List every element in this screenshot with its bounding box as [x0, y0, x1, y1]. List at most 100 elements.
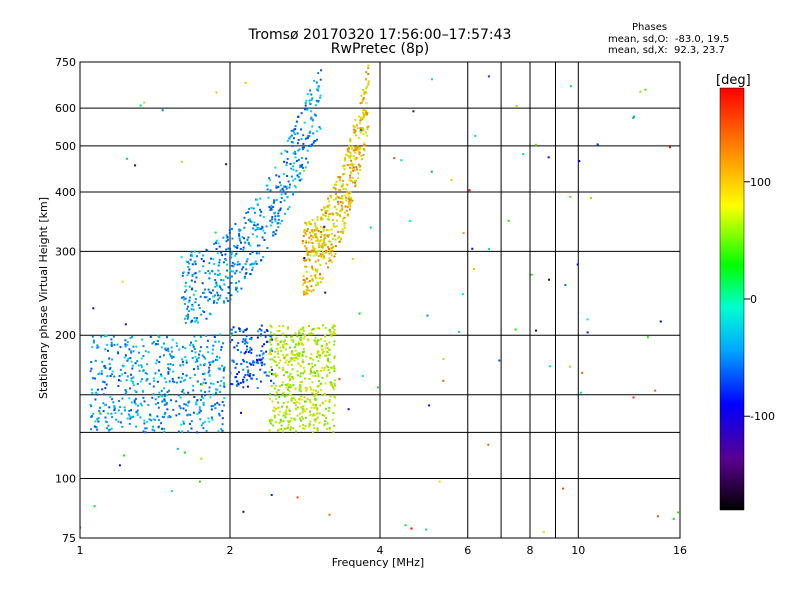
data-point — [358, 146, 361, 149]
data-point — [214, 272, 217, 275]
data-point — [346, 193, 349, 196]
data-point — [211, 418, 214, 421]
data-point — [111, 370, 114, 373]
data-point — [310, 116, 313, 119]
data-point — [271, 368, 273, 371]
data-point — [99, 412, 102, 415]
data-point — [218, 403, 221, 406]
data-point — [365, 113, 368, 116]
data-point — [256, 235, 259, 238]
data-point — [107, 429, 110, 432]
data-point — [234, 272, 237, 275]
data-point — [288, 361, 290, 363]
data-point — [265, 225, 268, 228]
data-point — [212, 382, 215, 385]
data-point — [189, 254, 192, 257]
data-point — [129, 337, 132, 340]
data-point — [290, 357, 293, 360]
data-point — [281, 353, 284, 356]
data-point — [200, 457, 203, 460]
data-point — [299, 365, 302, 368]
data-point — [260, 210, 263, 213]
data-point — [311, 231, 314, 234]
data-point — [124, 323, 127, 326]
data-point — [211, 352, 214, 355]
data-point — [284, 371, 287, 374]
data-point — [221, 423, 224, 426]
data-point — [301, 146, 304, 149]
data-point — [302, 282, 305, 285]
data-point — [234, 254, 237, 257]
data-point — [283, 411, 286, 414]
data-point — [302, 326, 305, 329]
data-point — [294, 418, 297, 421]
data-point — [317, 354, 320, 357]
data-point — [311, 250, 314, 253]
data-point — [142, 370, 145, 372]
data-point — [263, 331, 266, 334]
data-point — [320, 388, 323, 391]
data-point — [104, 367, 107, 369]
data-point — [339, 230, 342, 233]
data-point — [341, 201, 344, 204]
data-point — [212, 404, 215, 407]
data-point — [234, 376, 237, 379]
data-point — [311, 392, 314, 395]
data-point — [265, 340, 268, 343]
data-point — [314, 224, 317, 227]
data-point — [256, 244, 259, 247]
data-point — [315, 99, 318, 102]
data-point — [113, 407, 116, 410]
data-point — [243, 275, 246, 278]
data-point — [304, 221, 307, 224]
data-point — [127, 413, 130, 416]
data-point — [299, 375, 302, 378]
data-point — [240, 287, 243, 290]
data-point — [308, 145, 311, 147]
data-point — [321, 394, 324, 396]
data-point — [354, 151, 357, 154]
data-point — [352, 169, 355, 172]
data-point — [325, 364, 328, 367]
data-point — [92, 307, 95, 310]
data-point — [352, 155, 355, 157]
data-point — [327, 240, 330, 243]
data-point — [236, 373, 239, 376]
data-point — [324, 346, 327, 349]
data-point — [139, 402, 142, 405]
data-point — [324, 243, 327, 246]
data-point — [256, 228, 259, 231]
data-point — [249, 346, 252, 349]
data-point — [111, 358, 114, 361]
data-point — [275, 421, 277, 424]
data-point — [215, 391, 218, 394]
data-point — [106, 375, 109, 378]
data-point — [105, 334, 108, 337]
data-point — [119, 346, 122, 349]
data-point — [229, 298, 232, 301]
data-point — [299, 372, 302, 375]
data-point — [313, 113, 316, 116]
data-point — [212, 344, 215, 347]
data-point — [101, 380, 104, 383]
data-point — [117, 409, 120, 412]
data-point — [344, 222, 347, 225]
data-point — [245, 328, 248, 331]
data-point — [103, 381, 106, 384]
data-point — [314, 247, 317, 250]
data-point — [329, 333, 332, 336]
data-point — [215, 91, 218, 94]
data-point — [309, 89, 312, 92]
data-point — [309, 372, 312, 375]
data-point — [242, 330, 245, 333]
data-point — [332, 333, 335, 336]
data-point — [269, 418, 272, 421]
data-point — [236, 260, 239, 263]
data-point — [240, 411, 242, 414]
data-point — [235, 344, 238, 347]
data-point — [134, 389, 137, 392]
data-point — [310, 357, 313, 360]
data-point — [233, 263, 236, 266]
data-point — [139, 104, 142, 107]
data-point — [514, 328, 517, 331]
